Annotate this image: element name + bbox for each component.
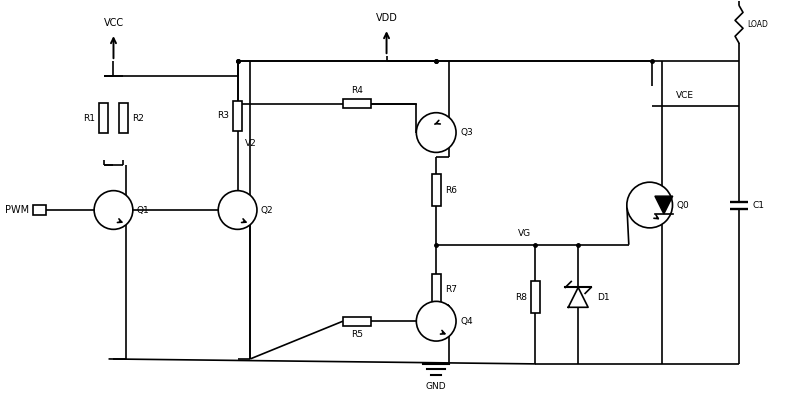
Text: Q2: Q2 [261,205,274,215]
Bar [233,101,242,131]
Text: R2: R2 [132,114,144,123]
Text: GND: GND [426,382,446,391]
Text: VCE: VCE [675,91,694,100]
Text: R8: R8 [515,293,527,302]
Polygon shape [568,287,588,307]
Bar [343,317,370,326]
Text: PWM: PWM [5,205,29,215]
Text: R3: R3 [217,111,229,120]
Polygon shape [655,196,673,214]
Bar [33,205,46,215]
Text: Q3: Q3 [460,128,473,137]
Bar [119,103,128,133]
Text: D1: D1 [597,293,610,302]
Text: Q1: Q1 [137,205,150,215]
Text: Q0: Q0 [677,200,690,210]
Circle shape [218,191,257,229]
Bar [531,281,540,313]
Text: VG: VG [518,229,530,238]
Bar [432,273,441,305]
Text: R6: R6 [445,186,457,194]
Bar [343,99,370,108]
Text: R1: R1 [83,114,95,123]
Text: C1: C1 [753,200,765,210]
Text: R7: R7 [445,285,457,294]
Text: VCC: VCC [103,18,123,28]
Text: V2: V2 [245,139,256,148]
Bar [432,174,441,206]
Circle shape [627,182,673,228]
Text: R5: R5 [350,330,362,339]
Text: LOAD: LOAD [747,20,768,29]
Text: R4: R4 [351,87,362,95]
Circle shape [416,113,456,152]
Text: VDD: VDD [376,13,398,24]
Circle shape [94,191,133,229]
Bar [99,103,108,133]
Text: Q4: Q4 [460,317,473,326]
Circle shape [416,301,456,341]
